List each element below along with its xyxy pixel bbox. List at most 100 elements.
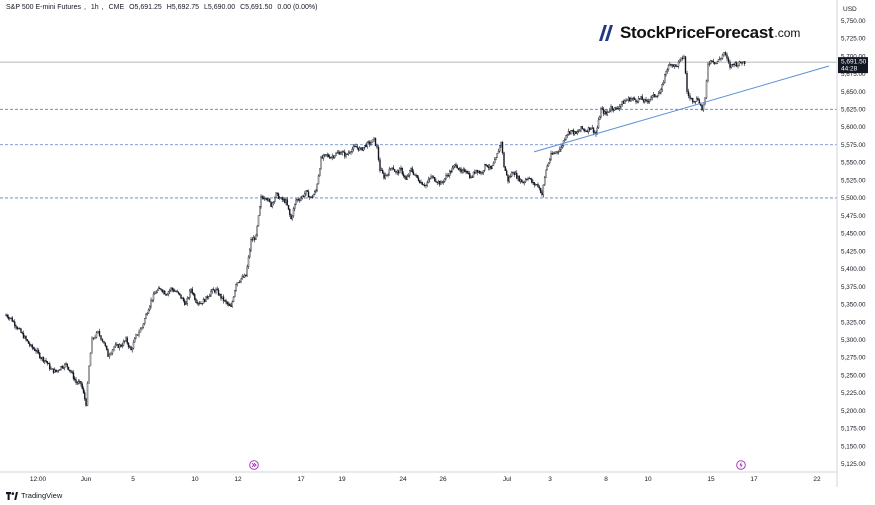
time-axis[interactable]: 12:00 Jun 5 10 12 17 19 24 26 Jul 3 8 10 15 17 22 [30, 476, 821, 483]
candle-body [341, 151, 343, 154]
candle-body [92, 337, 95, 339]
candle-body [383, 173, 385, 179]
symbol-name[interactable]: S&P 500 E-mini Futures [6, 4, 81, 11]
candle-body [114, 344, 117, 348]
candle-body [146, 313, 148, 315]
candle-body [456, 165, 458, 169]
candle-body [244, 274, 246, 278]
candle-body [27, 340, 30, 344]
candle-body [630, 98, 632, 102]
candle-body [570, 130, 572, 134]
candle-body [521, 179, 523, 183]
candle-body [683, 56, 685, 59]
candle-body [410, 168, 412, 171]
candle-body [371, 139, 374, 144]
close-value: C5,691.50 [240, 4, 273, 11]
currency-label[interactable]: USD [843, 6, 857, 13]
y-tick-label: 5,450.00 [841, 231, 866, 238]
candle-body [354, 146, 356, 148]
candle-body [395, 171, 397, 173]
price-axis[interactable]: 5,125.00 5,150.00 5,175.00 5,200.00 5,225.00… [841, 18, 866, 468]
lightning-event-icon[interactable] [736, 460, 746, 470]
candle-body [679, 59, 681, 63]
candle-body [88, 365, 90, 384]
tradingview-branding[interactable]: TradingView [6, 491, 62, 500]
candle-body [591, 127, 593, 129]
candle-body [580, 126, 582, 131]
candle-body [669, 64, 671, 66]
candle-body [132, 342, 135, 349]
candle-body [407, 175, 410, 177]
candle-body [256, 225, 258, 236]
candle-body [644, 99, 646, 102]
candle-body [29, 343, 31, 346]
x-tick-label: 10 [644, 476, 652, 483]
candle-body [735, 62, 738, 67]
candle-body [314, 191, 316, 195]
goto-realtime-icon[interactable] [249, 460, 259, 470]
candle-body [355, 146, 357, 148]
candle-body [629, 97, 631, 102]
candle-body [702, 103, 705, 111]
candle-body [415, 174, 417, 176]
candle-body [186, 298, 188, 304]
candle-body [733, 64, 735, 66]
candle-body [492, 162, 495, 166]
candle-body [136, 334, 139, 336]
candle-body [246, 266, 248, 277]
candle-body [232, 296, 235, 303]
candle-body [64, 363, 66, 368]
candle-body [191, 288, 193, 294]
candle-body [98, 331, 101, 336]
candle-body [22, 333, 25, 339]
candle-body [41, 357, 43, 359]
candle-body [81, 383, 83, 389]
candle-body [416, 175, 418, 178]
candle-body [640, 96, 642, 99]
candle-body [636, 101, 638, 103]
candle-body [260, 196, 262, 207]
candle-body [21, 332, 23, 334]
candle-body [619, 106, 621, 109]
y-tick-label: 5,175.00 [841, 426, 866, 433]
candle-body [472, 171, 475, 178]
candle-body [309, 196, 311, 198]
candle-body [652, 94, 655, 96]
candle-body [105, 345, 108, 350]
candle-body [533, 182, 535, 185]
candle-body [701, 105, 703, 111]
candle-body [396, 170, 398, 173]
trendline[interactable] [533, 65, 830, 153]
candle-body [15, 325, 17, 328]
candle-body [522, 181, 524, 184]
candle-body [310, 196, 312, 198]
candle-body [575, 131, 577, 134]
candle-body [711, 60, 713, 62]
candle-body [215, 288, 217, 293]
candle-body [554, 152, 556, 154]
candle-body [344, 151, 346, 157]
candle-body [360, 147, 362, 149]
candle-body [720, 58, 722, 60]
candle-body [741, 62, 743, 64]
candle-body [332, 155, 335, 158]
candle-body [89, 352, 92, 367]
candle-body [505, 170, 508, 175]
candle-body [200, 303, 202, 305]
y-tick-label: 5,200.00 [841, 408, 866, 415]
candle-body [527, 178, 529, 180]
candle-body [204, 299, 206, 302]
candle-body [85, 398, 87, 406]
candle-body [7, 316, 10, 319]
candle-body [295, 199, 297, 205]
candle-body [67, 366, 70, 371]
candle-body [379, 159, 381, 171]
candle-body [449, 170, 451, 177]
candle-body [517, 176, 519, 179]
candle-body [317, 175, 320, 185]
candle-body [377, 146, 380, 160]
candle-body [56, 370, 58, 372]
candle-body [179, 293, 181, 295]
interval[interactable]: 1h [90, 4, 99, 11]
